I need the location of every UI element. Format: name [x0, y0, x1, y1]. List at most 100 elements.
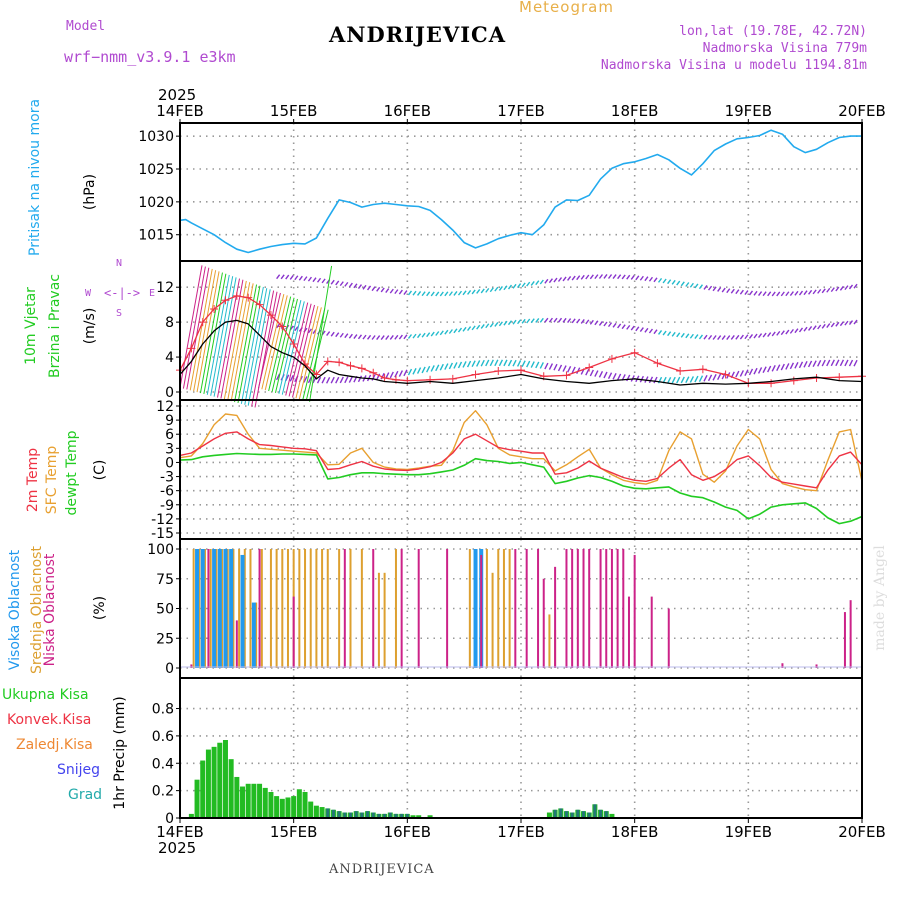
y-tick-label: 1025 — [138, 162, 174, 178]
wind-barb — [657, 329, 663, 335]
wind-barb — [853, 283, 858, 289]
graupel-bar — [604, 811, 608, 818]
wind-barb — [839, 359, 845, 367]
wind-barb — [844, 359, 849, 367]
cloud-bar — [343, 549, 346, 668]
wind-gust-marker — [210, 305, 219, 314]
wind-barb — [744, 334, 749, 340]
wind-barb — [794, 361, 799, 369]
wind-barb — [530, 280, 535, 286]
y-tick-label: 75 — [156, 572, 174, 588]
wind-barb — [435, 291, 440, 297]
wind-barb — [703, 334, 708, 340]
wind-barb — [607, 372, 613, 379]
wind-barb — [548, 363, 554, 370]
wind-barb-band — [276, 274, 858, 297]
cloud-bar — [298, 549, 301, 668]
wind-barb — [535, 280, 540, 286]
wind-barb — [748, 290, 754, 296]
wind-barb — [644, 276, 649, 282]
wind-barb — [616, 373, 622, 381]
wind-barb — [210, 276, 234, 396]
graupel-bar — [576, 809, 580, 818]
wind-gust-marker — [278, 322, 287, 331]
wind-barb — [512, 283, 517, 289]
compass-s: S — [116, 308, 123, 319]
wind-barb — [798, 290, 804, 296]
wind-barb — [667, 279, 672, 285]
wind-barb — [821, 359, 826, 367]
wind-gust-marker — [653, 359, 662, 368]
wind-barb — [416, 367, 422, 374]
precip-bar — [302, 792, 308, 818]
wind-barb — [685, 282, 690, 287]
wind-barb — [748, 368, 754, 376]
wind-barb — [848, 359, 854, 367]
graupel-bar — [383, 813, 387, 818]
cloud-bar — [650, 596, 653, 668]
cloud-bar — [286, 549, 289, 668]
cloud-bar — [275, 549, 278, 668]
wind-barb — [839, 285, 844, 291]
wind-barb — [853, 319, 858, 325]
wind-barb — [407, 368, 413, 376]
y-tick-label: 12 — [156, 399, 174, 415]
cloud-bar — [221, 549, 224, 668]
wind-gust-marker — [266, 311, 275, 320]
wind-barb — [498, 359, 504, 367]
wind-barb — [517, 319, 522, 325]
graupel-bar — [394, 813, 398, 818]
wind-barb — [694, 375, 699, 383]
wind-barb — [721, 335, 726, 341]
wind-barb — [789, 291, 794, 297]
x-tick-label-bottom: 20FEB — [838, 823, 885, 841]
wind-barb — [230, 283, 254, 402]
wind-barb — [617, 323, 622, 329]
wind-barb — [803, 290, 808, 296]
wind-barb — [780, 330, 785, 336]
wind-barb — [516, 360, 522, 367]
wind-barb — [298, 307, 322, 400]
precip-bar — [268, 792, 274, 818]
wind-barb — [385, 288, 390, 293]
wind-barb — [698, 334, 704, 340]
cloud-bar — [605, 549, 608, 668]
graupel-bar — [331, 809, 335, 818]
cloud-bar — [372, 549, 375, 668]
cloud-bar — [537, 549, 540, 668]
wind-barb — [257, 292, 281, 389]
wind-barb — [448, 291, 453, 297]
precip-bar — [205, 749, 211, 818]
y-tick-label: -12 — [151, 512, 174, 528]
wind-barb — [444, 329, 449, 335]
cloud-bar — [417, 549, 420, 668]
x-tick-label-bottom: 17FEB — [497, 823, 544, 841]
wind-barb — [480, 324, 485, 329]
wind-barb — [676, 280, 681, 286]
cloud-bar — [281, 549, 284, 668]
wind-barb — [494, 359, 499, 367]
wind-barb — [339, 281, 344, 287]
y-tick-label: 1015 — [138, 228, 174, 244]
wind-barb — [803, 326, 808, 332]
legend-total-rain: Ukupna Kisa — [2, 687, 89, 703]
wind-barb — [808, 326, 813, 331]
wind-gust-marker — [323, 357, 332, 366]
wind-gust-marker — [494, 367, 503, 376]
wind-barb — [717, 287, 722, 292]
wind-barb — [826, 323, 831, 329]
x-tick-label-bottom: 14FEB — [156, 823, 203, 841]
wind-gust-marker — [585, 363, 594, 372]
wind-barb — [335, 280, 340, 286]
wind-barb — [689, 376, 694, 383]
wind-barb — [417, 333, 422, 339]
y-tick-label: 3 — [165, 441, 174, 457]
wind-barb — [430, 291, 435, 297]
graupel-bar — [587, 812, 591, 818]
cloud-bar — [400, 549, 403, 668]
graupel-bar — [599, 809, 603, 818]
wind-barb — [485, 287, 490, 293]
precip-bar — [222, 740, 228, 818]
wind-barb — [344, 376, 349, 384]
wind-barb — [676, 332, 681, 338]
